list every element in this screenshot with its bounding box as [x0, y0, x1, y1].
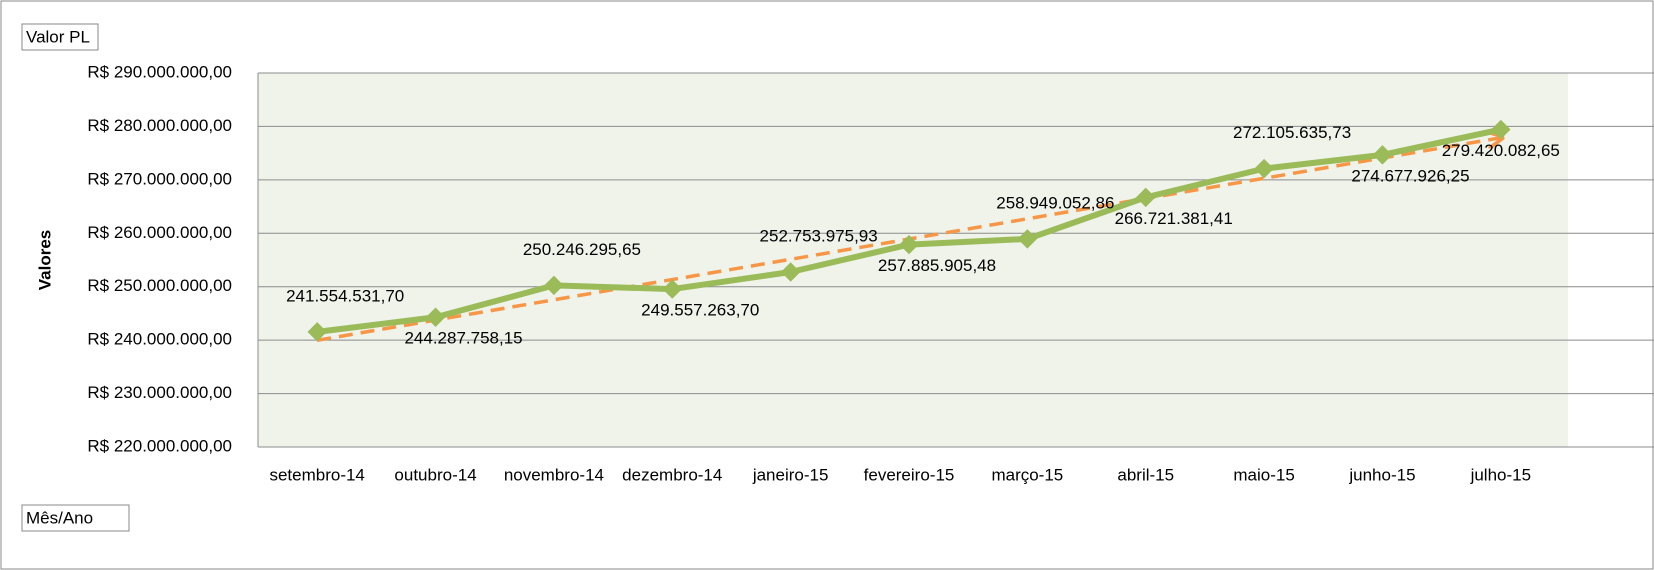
y-tick-label: R$ 290.000.000,00	[87, 62, 232, 81]
y-tick-label: R$ 230.000.000,00	[87, 383, 232, 402]
point-marker	[1136, 187, 1156, 208]
x-tick-label: março-15	[991, 465, 1063, 484]
x-tick-label: maio-15	[1233, 465, 1294, 484]
data-label: 250.246.295,65	[523, 240, 641, 259]
x-tick-label: novembro-14	[504, 465, 604, 484]
field-button-label[interactable]: Valor PL	[26, 27, 90, 46]
point-marker	[1017, 229, 1038, 249]
data-label: 279.420.082,65	[1442, 141, 1560, 160]
data-label: 249.557.263,70	[641, 301, 759, 320]
data-label: 266.721.381,41	[1115, 209, 1233, 228]
y-tick-label: R$ 260.000.000,00	[87, 223, 232, 242]
field-button-label[interactable]: Mês/Ano	[26, 508, 93, 527]
y-tick-label: R$ 220.000.000,00	[87, 436, 232, 455]
data-label: 257.885.905,48	[878, 256, 996, 275]
data-label: 252.753.975,93	[760, 226, 878, 245]
data-label: 244.287.758,15	[404, 329, 522, 348]
point-marker	[425, 307, 446, 327]
data-label: 241.554.531,70	[286, 286, 404, 305]
point-marker	[662, 279, 682, 299]
data-label: 258.949.052,86	[996, 193, 1114, 212]
point-marker	[899, 234, 919, 255]
y-tick-label: R$ 250.000.000,00	[87, 276, 232, 295]
point-marker	[1491, 119, 1511, 140]
y-tick-label: R$ 280.000.000,00	[87, 116, 232, 135]
field-button[interactable]	[21, 504, 130, 532]
x-tick-label: junho-15	[1348, 465, 1415, 484]
x-tick-label: setembro-14	[269, 465, 364, 484]
point-marker	[307, 322, 327, 342]
x-tick-label: dezembro-14	[622, 465, 722, 484]
y-axis-title: Valores	[35, 230, 54, 291]
x-tick-label: outubro-14	[394, 465, 476, 484]
x-tick-label: abril-15	[1117, 465, 1174, 484]
y-tick-label: R$ 240.000.000,00	[87, 330, 232, 349]
data-label: 274.677.926,25	[1351, 166, 1469, 185]
point-marker	[1372, 145, 1393, 165]
point-marker	[544, 275, 564, 296]
x-tick-label: fevereiro-15	[864, 465, 955, 484]
x-tick-label: julho-15	[1470, 465, 1532, 484]
y-tick-label: R$ 270.000.000,00	[87, 169, 232, 188]
field-button[interactable]	[21, 23, 99, 51]
x-tick-label: janeiro-15	[752, 465, 829, 484]
point-marker	[1254, 158, 1274, 179]
point-marker	[780, 262, 801, 282]
plot-area	[258, 73, 1568, 447]
data-label: 272.105.635,73	[1233, 123, 1351, 142]
